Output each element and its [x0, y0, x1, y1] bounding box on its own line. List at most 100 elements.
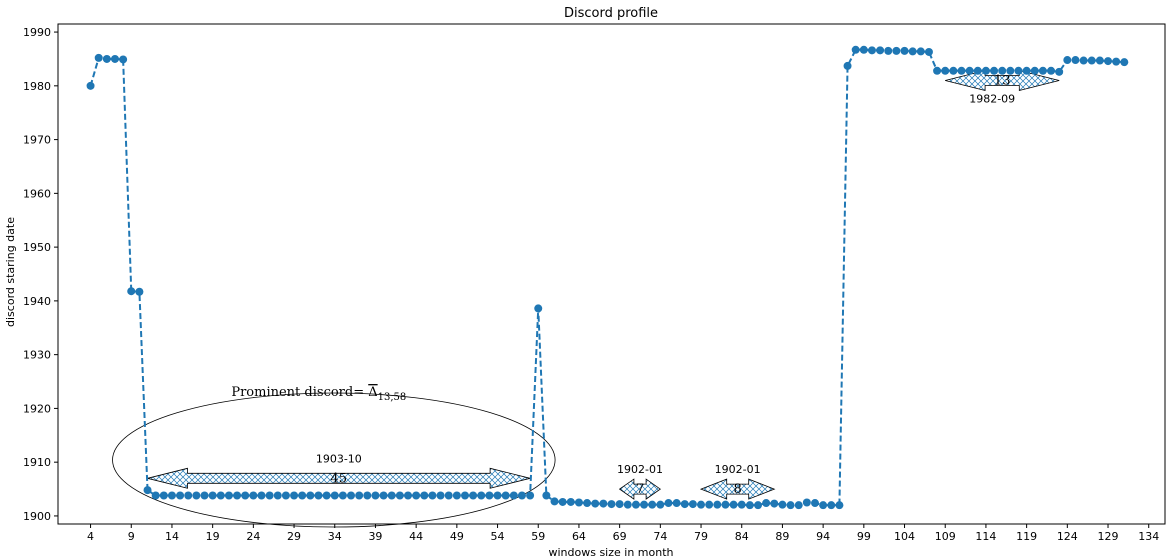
data-point — [835, 501, 844, 510]
data-point — [249, 491, 258, 500]
data-point — [485, 491, 494, 500]
y-tick-label: 1900 — [23, 510, 51, 523]
data-point — [721, 500, 730, 509]
range-length-label: 45 — [331, 471, 348, 486]
data-point — [257, 491, 266, 500]
prominent-symbol: Δ — [368, 385, 377, 400]
data-point — [688, 500, 697, 509]
data-point — [762, 499, 771, 508]
data-point — [1006, 66, 1015, 75]
x-tick-label: 99 — [857, 530, 871, 543]
data-point — [729, 500, 738, 509]
data-point — [477, 491, 486, 500]
range-date-label: 1903-10 — [316, 452, 362, 465]
x-tick-label: 114 — [975, 530, 996, 543]
x-tick-label: 134 — [1138, 530, 1159, 543]
prominent-prefix: Prominent discord= — [231, 385, 368, 400]
x-tick-label: 4 — [87, 530, 94, 543]
data-point — [900, 46, 909, 55]
data-point — [119, 55, 128, 64]
data-point — [973, 66, 982, 75]
data-point — [941, 66, 950, 75]
y-tick-label: 1920 — [23, 402, 51, 415]
data-point — [151, 491, 160, 500]
data-point — [363, 491, 372, 500]
range-date-label: 1902-01 — [715, 463, 761, 476]
data-point — [631, 500, 640, 509]
range-length-label: 8 — [734, 482, 742, 497]
range-date-label: 1982-09 — [969, 92, 1015, 105]
data-point — [558, 497, 567, 506]
data-point — [265, 491, 274, 500]
data-point — [216, 491, 225, 500]
data-point — [884, 46, 893, 55]
data-point — [656, 500, 665, 509]
data-point — [705, 500, 714, 509]
data-point — [672, 499, 681, 508]
data-point — [94, 53, 103, 62]
data-point — [176, 491, 185, 500]
data-point — [802, 498, 811, 507]
discord-ellipse — [112, 392, 556, 528]
data-point — [867, 46, 876, 55]
data-point — [916, 47, 925, 56]
data-point — [517, 491, 526, 500]
x-tick-label: 49 — [450, 530, 464, 543]
x-tick-label: 34 — [328, 530, 342, 543]
annotations: Prominent discord= Δ13,58 45 1903-10 7 1902-… — [112, 69, 1060, 528]
data-point — [550, 497, 559, 506]
data-point — [501, 491, 510, 500]
x-tick-label: 94 — [816, 530, 830, 543]
data-point — [526, 491, 535, 500]
x-tick-label: 129 — [1098, 530, 1119, 543]
data-point — [224, 491, 233, 500]
data-point — [460, 491, 469, 500]
data-point — [314, 491, 323, 500]
data-point — [615, 500, 624, 509]
x-tick-label: 19 — [206, 530, 220, 543]
data-point — [306, 491, 315, 500]
x-tick-label: 59 — [531, 530, 545, 543]
data-point — [786, 501, 795, 510]
prominent-discord-label: Prominent discord= Δ13,58 — [231, 385, 406, 403]
data-point — [330, 491, 339, 500]
data-point — [998, 66, 1007, 75]
data-point — [1120, 58, 1129, 67]
data-point — [420, 491, 429, 500]
data-point — [591, 499, 600, 508]
x-tick-label: 109 — [935, 530, 956, 543]
x-tick-label: 29 — [287, 530, 301, 543]
x-tick-label: 64 — [572, 530, 586, 543]
x-axis-label: windows size in month — [548, 546, 673, 559]
data-point — [542, 491, 551, 500]
y-tick-label: 1940 — [23, 295, 51, 308]
data-point — [412, 491, 421, 500]
data-point — [290, 491, 299, 500]
range-arrow — [618, 478, 661, 500]
data-point — [607, 500, 616, 509]
x-tick-label: 24 — [246, 530, 260, 543]
data-point — [965, 66, 974, 75]
x-tick-label: 44 — [409, 530, 423, 543]
data-point — [924, 47, 933, 56]
x-tick-label: 14 — [165, 530, 179, 543]
range-length-label: 7 — [636, 482, 644, 497]
data-point — [371, 491, 380, 500]
data-point — [892, 46, 901, 55]
data-point — [664, 499, 673, 508]
data-point — [737, 500, 746, 509]
data-point — [452, 491, 461, 500]
data-point — [192, 491, 201, 500]
data-point — [648, 500, 657, 509]
data-point — [770, 499, 779, 508]
data-point — [167, 491, 176, 500]
y-tick-label: 1910 — [23, 456, 51, 469]
data-point — [713, 500, 722, 509]
y-tick-label: 1970 — [23, 134, 51, 147]
data-point — [534, 304, 543, 313]
data-point — [574, 498, 583, 507]
data-point — [86, 81, 95, 90]
y-tick-label: 1980 — [23, 80, 51, 93]
x-tick-label: 39 — [368, 530, 382, 543]
